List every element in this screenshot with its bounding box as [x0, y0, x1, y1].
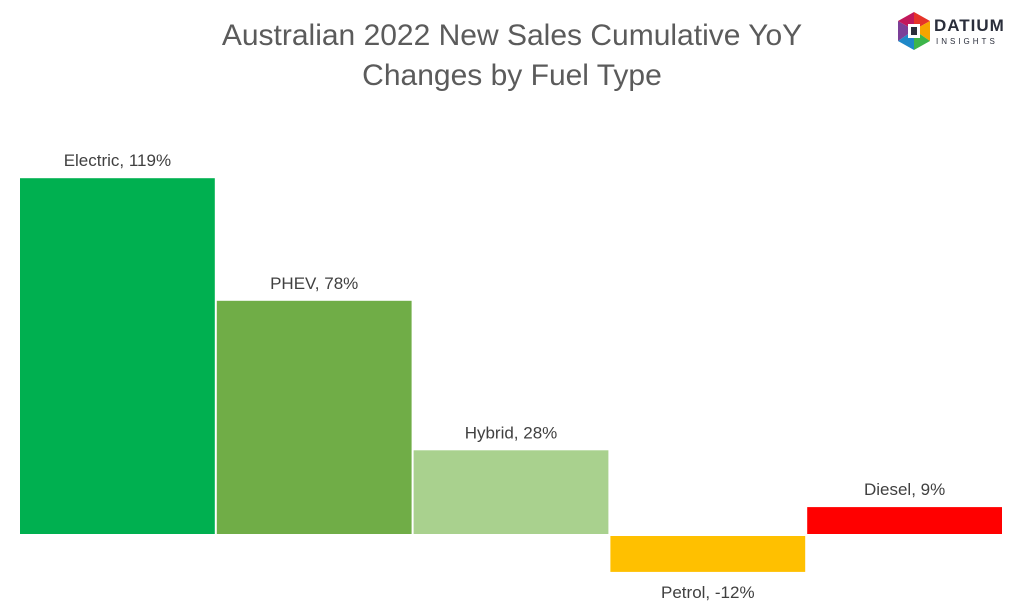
datium-cube-logo-icon	[898, 12, 930, 50]
logo-name: DATIUM	[934, 16, 1005, 35]
chart-title-line-1: Australian 2022 New Sales Cumulative YoY	[221, 19, 803, 52]
bar-phev	[216, 300, 412, 534]
bar-electric	[20, 178, 215, 534]
bar-hybrid	[413, 450, 609, 534]
data-label-phev: PHEV, 78%	[270, 274, 358, 293]
bar-diesel	[807, 507, 1002, 534]
brand-logo: DATIUM INSIGHTS	[896, 10, 1016, 54]
data-label-hybrid: Hybrid, 28%	[465, 423, 558, 442]
data-label-petrol: Petrol, -12%	[661, 583, 755, 602]
logo-tagline: INSIGHTS	[936, 37, 998, 46]
bar-petrol	[610, 536, 806, 572]
data-label-diesel: Diesel, 9%	[864, 480, 945, 499]
data-label-electric: Electric, 119%	[64, 151, 171, 170]
chart-title-line-2: Changes by Fuel Type	[362, 59, 662, 92]
chart-title: Australian 2022 New Sales Cumulative YoY…	[100, 16, 924, 96]
